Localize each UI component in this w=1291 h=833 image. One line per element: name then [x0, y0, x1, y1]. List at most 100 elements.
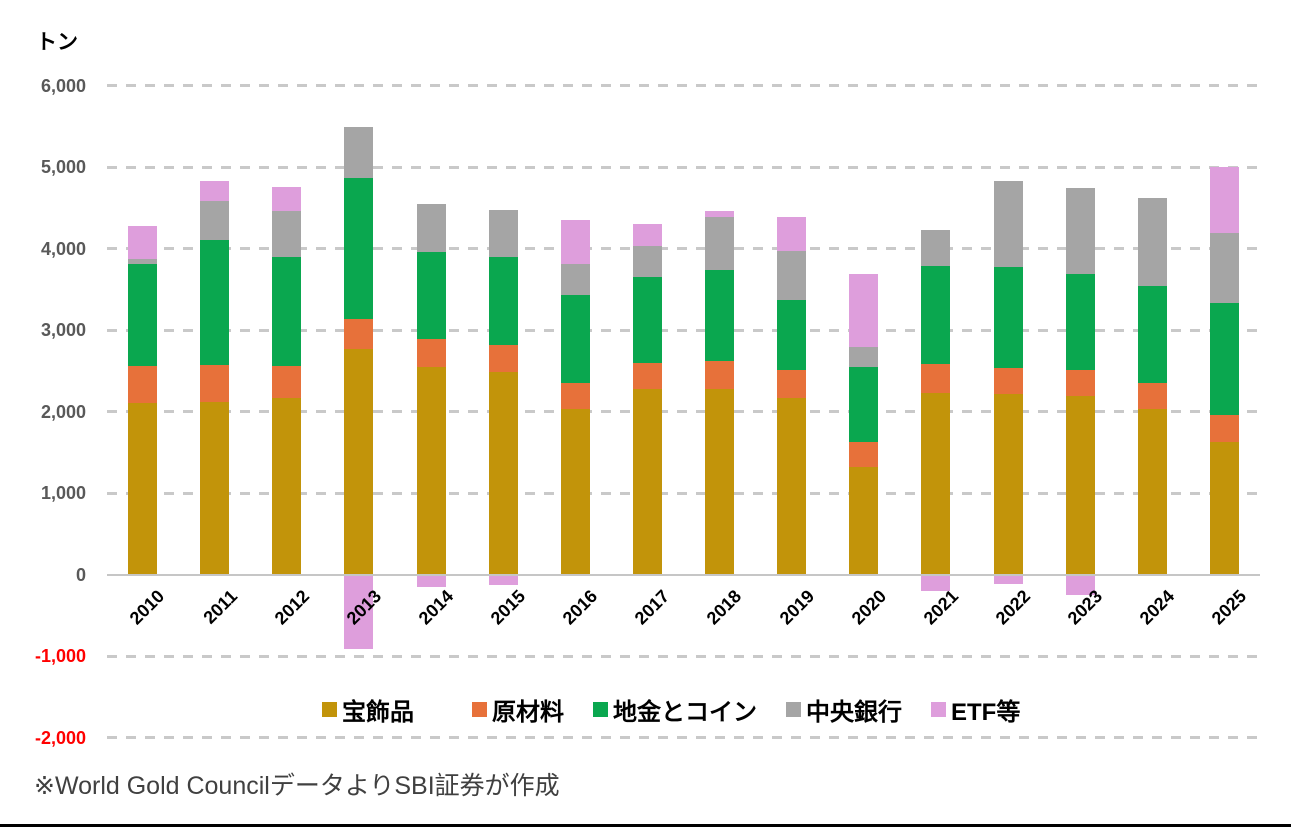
bar-segment-2022 [993, 368, 1023, 395]
bar-segment-2021 [921, 363, 951, 393]
bar-segment-2017 [632, 388, 662, 575]
bar-segment-2012 [272, 366, 302, 399]
y-tick-label: 6,000 [40, 75, 86, 96]
y-tick-label: 1,000 [40, 483, 86, 503]
bar-segment-2014 [416, 203, 446, 252]
bar-segment-2019 [777, 217, 807, 252]
legend-label: 宝飾品 [342, 699, 414, 726]
bar-segment-2013 [344, 318, 374, 349]
gridline [107, 165, 1260, 169]
bar-segment-2020 [849, 346, 879, 368]
bar-segment-2019 [777, 251, 807, 301]
bar-segment-2015 [488, 209, 518, 257]
bar-segment-2021 [921, 266, 951, 364]
bar-segment-2020 [849, 466, 879, 575]
legend-item: 地金とコイン [593, 692, 757, 727]
y-tick-label: -2,000 [34, 727, 86, 748]
bar-segment-2016 [560, 219, 590, 264]
bar-segment-2014 [416, 338, 446, 367]
bar-segment-2017 [632, 245, 662, 277]
bar-segment-2023 [1065, 188, 1095, 275]
bar-segment-2017 [632, 362, 662, 389]
bar-segment-2014 [416, 251, 446, 339]
bar-segment-2018 [705, 388, 735, 575]
bar-segment-2018 [705, 269, 735, 361]
bar-segment-2024 [1137, 197, 1167, 286]
y-axis-unit-label: トン [36, 31, 78, 54]
legend-label: 中央銀行 [806, 699, 902, 726]
y-tick-label: -1,000 [34, 646, 86, 666]
y-tick-label: 0 [75, 564, 86, 585]
bar-segment-2022 [993, 180, 1023, 268]
legend-item: 宝飾品 [322, 692, 414, 727]
bar-segment-2011 [200, 180, 230, 201]
bar-segment-2023 [1065, 370, 1095, 396]
bar-segment-2018 [705, 216, 735, 270]
bar-segment-2012 [272, 398, 302, 575]
y-tick-label: 5,000 [40, 157, 86, 177]
bar-segment-2011 [200, 200, 230, 240]
bar-segment-2010 [128, 366, 157, 404]
gridline [107, 491, 1260, 495]
legend-label: 地金とコイン [613, 699, 757, 726]
legend-item: ETF等 [931, 692, 1020, 727]
bar-segment-2016 [560, 263, 590, 295]
bar-segment-2015 [488, 574, 518, 586]
bar-segment-2023 [1065, 574, 1095, 595]
bar-segment-2021 [921, 574, 951, 592]
bar-segment-2011 [200, 239, 230, 366]
gridline [107, 328, 1260, 332]
bar-segment-2011 [200, 401, 230, 575]
x-axis-baseline [107, 573, 1260, 576]
bar-segment-2013 [344, 348, 374, 575]
bar-segment-2010 [128, 258, 157, 265]
legend-item: 原材料 [472, 692, 564, 727]
bar-segment-2025 [1209, 233, 1239, 303]
bar-segment-2025 [1209, 167, 1239, 233]
bar-segment-2021 [921, 392, 951, 575]
legend-label: 原材料 [492, 699, 564, 726]
bar-segment-2024 [1137, 285, 1167, 383]
bar-segment-2012 [272, 211, 302, 257]
legend-label: ETF等 [951, 699, 1021, 726]
bar-segment-2013 [344, 574, 374, 650]
bar-segment-2010 [128, 226, 157, 259]
bar-segment-2020 [849, 367, 879, 443]
bar-segment-2022 [993, 394, 1023, 575]
bar-segment-2016 [560, 382, 590, 410]
legend-swatch-icon [593, 702, 608, 717]
bar-segment-2017 [632, 276, 662, 363]
bar-segment-2012 [272, 187, 302, 212]
bar-segment-2015 [488, 256, 518, 346]
bar-segment-2020 [849, 273, 879, 347]
bar-segment-2013 [344, 177, 374, 319]
bar-segment-2017 [632, 224, 662, 246]
legend-swatch-icon [786, 702, 801, 717]
legend: 宝飾品 原材料 地金とコイン 中央銀行 ETF等 [322, 692, 1025, 727]
bar-segment-2023 [1065, 274, 1095, 371]
y-tick-label: 2,000 [40, 401, 86, 422]
gridline [107, 410, 1260, 413]
bar-segment-2014 [416, 366, 446, 575]
bar-segment-2019 [777, 398, 807, 575]
bar-segment-2025 [1209, 302, 1239, 415]
bar-segment-2011 [200, 365, 230, 402]
bar-segment-2024 [1137, 382, 1167, 410]
legend-swatch-icon [322, 702, 337, 717]
bar-segment-2013 [344, 127, 374, 178]
bar-segment-2025 [1209, 441, 1239, 575]
bar-segment-2022 [993, 574, 1023, 584]
bar-segment-2019 [777, 300, 807, 371]
gridline [107, 736, 1260, 739]
bar-segment-2010 [128, 403, 157, 575]
bar-segment-2019 [777, 370, 807, 399]
x-tick-label: 2025 [1208, 586, 1251, 629]
bar-segment-2012 [272, 256, 302, 367]
source-note: ※World Gold CouncilデータよりSBI証券が作成 [34, 772, 560, 800]
bar-segment-2015 [488, 371, 518, 575]
bar-segment-2016 [560, 409, 590, 575]
bar-segment-2024 [1137, 409, 1167, 575]
y-tick-label: 3,000 [40, 320, 86, 340]
